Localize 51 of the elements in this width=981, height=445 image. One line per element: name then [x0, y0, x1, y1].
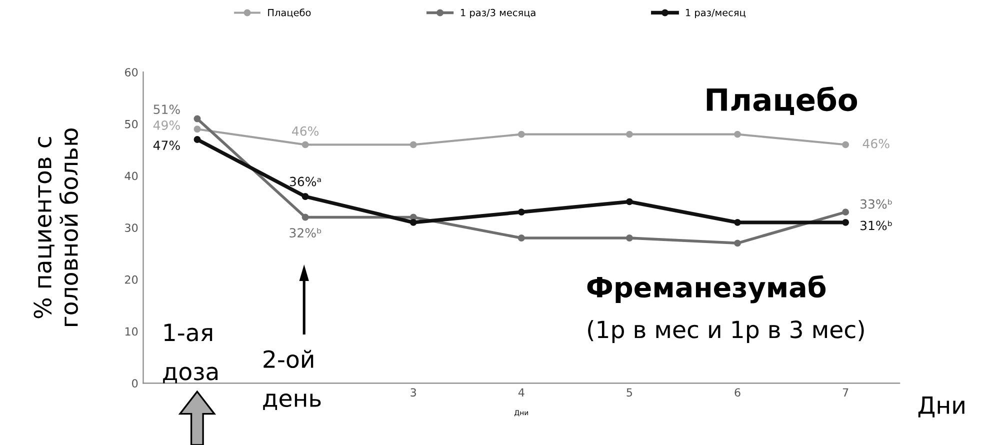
data-label: 33%ᵇ	[860, 199, 892, 209]
point	[518, 234, 525, 242]
y-axis-title: % пациентов с головной болью	[34, 128, 78, 326]
x-tick-label: 5	[626, 388, 632, 397]
point	[734, 218, 741, 226]
point	[302, 214, 309, 221]
data-label: 46%	[292, 126, 319, 136]
point	[842, 141, 850, 148]
annotation: Фреманезумаб	[587, 275, 826, 304]
point	[518, 130, 525, 138]
point	[194, 136, 201, 143]
legend-label: Плацебо	[268, 8, 311, 18]
legend-label: 1 раз/3 месяца	[461, 8, 536, 18]
annotation: 2-ой день	[263, 350, 321, 410]
data-label: 36%ᵃ	[290, 176, 321, 186]
point	[626, 234, 633, 242]
point	[842, 218, 850, 226]
y-tick-label: 40	[124, 172, 138, 180]
point	[734, 130, 741, 138]
data-label: 32%ᵇ	[290, 228, 322, 238]
data-label: 47%	[153, 140, 180, 150]
text: Дни	[918, 396, 964, 418]
data-label: 46%	[862, 138, 890, 148]
annotation: 1-ая доза	[163, 324, 218, 384]
point	[194, 126, 201, 133]
point	[410, 141, 417, 148]
data-label: 49%	[153, 120, 180, 130]
point	[302, 141, 309, 148]
x-tick-label: 6	[734, 388, 740, 397]
x-tick-label: 7	[842, 388, 848, 396]
x-tick-label: 4	[518, 388, 524, 396]
point	[302, 193, 309, 200]
point	[194, 115, 201, 122]
point	[842, 208, 850, 216]
y-tick-label: 60	[125, 68, 138, 76]
y-tick-label: 0	[132, 379, 138, 388]
point	[410, 218, 417, 226]
x-tick-label: 3	[410, 388, 416, 397]
annotation: (1р в мес и 1р в 3 мес)	[588, 320, 864, 343]
point	[626, 130, 633, 138]
y-tick-label: 30	[125, 224, 138, 232]
y-tick-label: 20	[125, 275, 138, 284]
legend-label: 1 раз/месяц	[686, 9, 746, 18]
data-label: 31%ᵇ	[860, 220, 892, 230]
point	[626, 198, 633, 206]
point	[734, 240, 741, 247]
annotation: Плацебо	[706, 86, 858, 115]
data-label: 51%	[154, 104, 180, 114]
point	[518, 208, 525, 216]
y-tick-label: 10	[125, 327, 138, 336]
y-tick-label: 50	[125, 120, 138, 128]
